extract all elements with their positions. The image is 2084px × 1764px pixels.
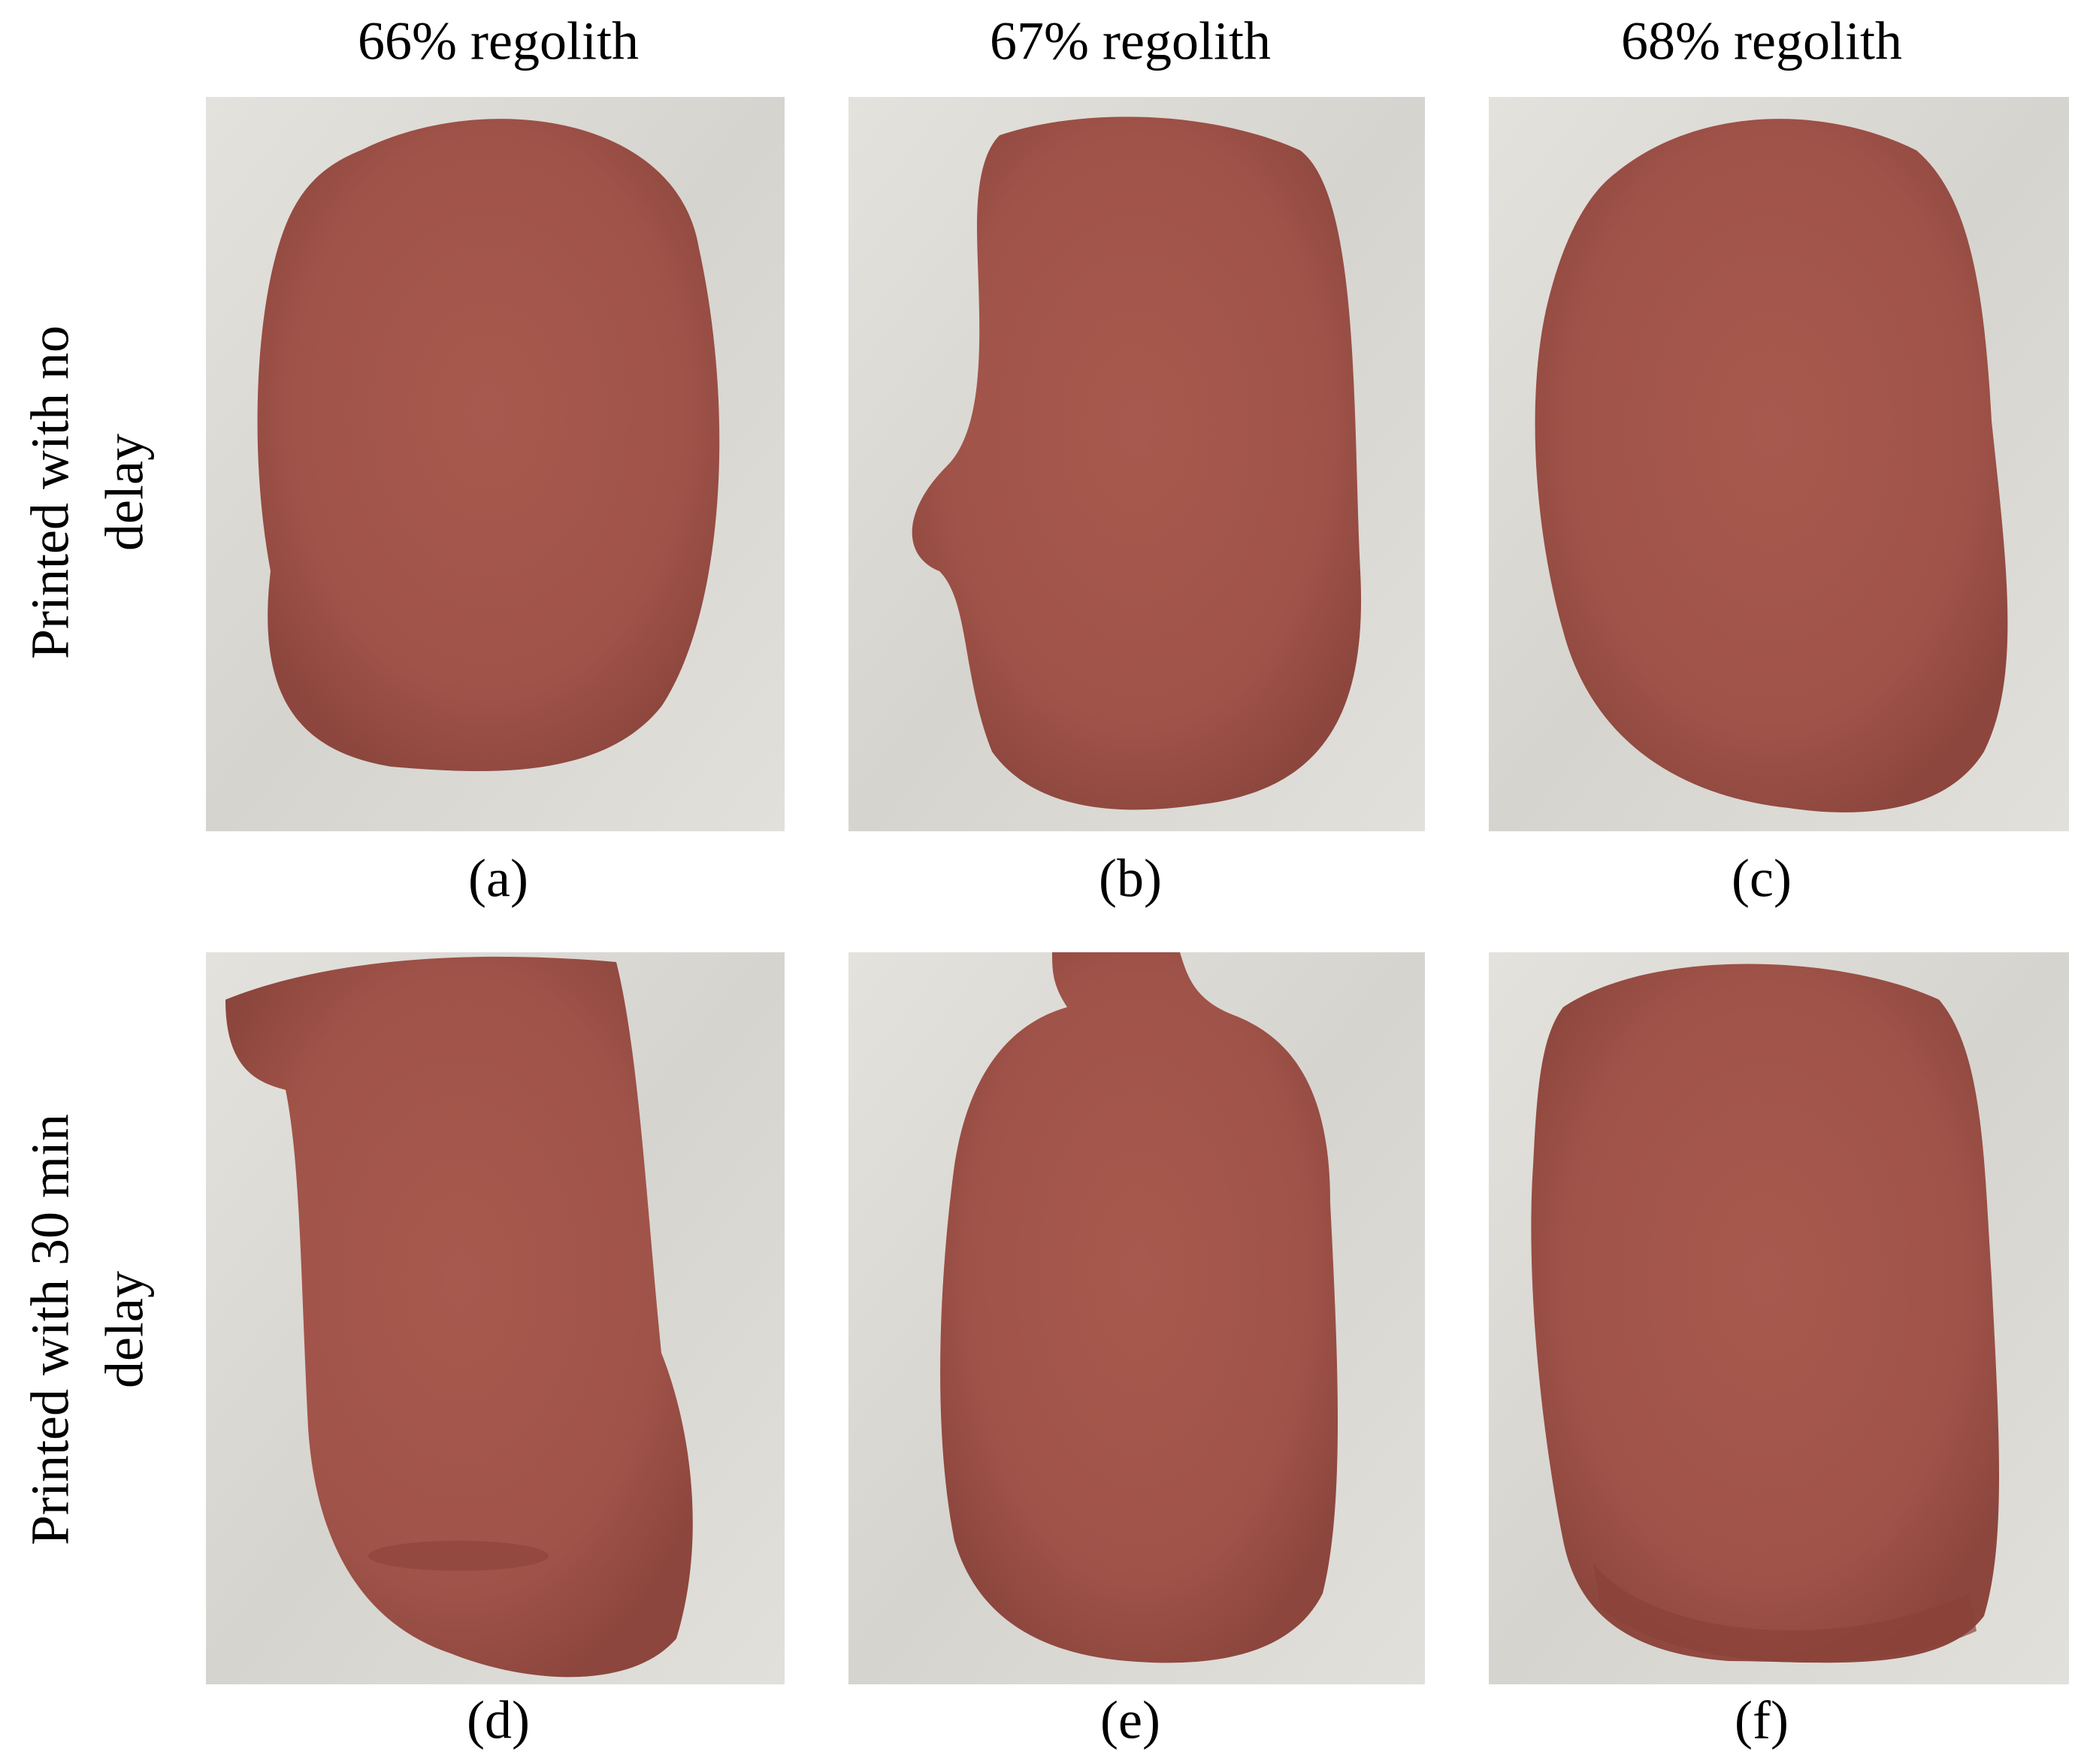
photo (206, 952, 785, 1684)
row-label: Printed with no (20, 325, 80, 659)
panel-label: (b) (1099, 849, 1162, 909)
column-header: 66% regolith (358, 11, 639, 71)
photo (1489, 952, 2069, 1684)
photo (206, 97, 785, 831)
photo (848, 97, 1425, 831)
row-label: delay (95, 1271, 155, 1388)
panel-label: (d) (467, 1690, 530, 1750)
panel-label: (f) (1735, 1690, 1789, 1750)
row-label: delay (95, 434, 155, 551)
column-header: 68% regolith (1621, 11, 1902, 71)
photo (848, 952, 1425, 1684)
row-label: Printed with 30 min (20, 1114, 80, 1545)
column-header: 67% regolith (990, 11, 1271, 71)
panel-label: (c) (1732, 849, 1792, 909)
panel-label: (a) (468, 849, 528, 909)
panel-label: (e) (1100, 1690, 1160, 1750)
photo (1489, 97, 2069, 831)
